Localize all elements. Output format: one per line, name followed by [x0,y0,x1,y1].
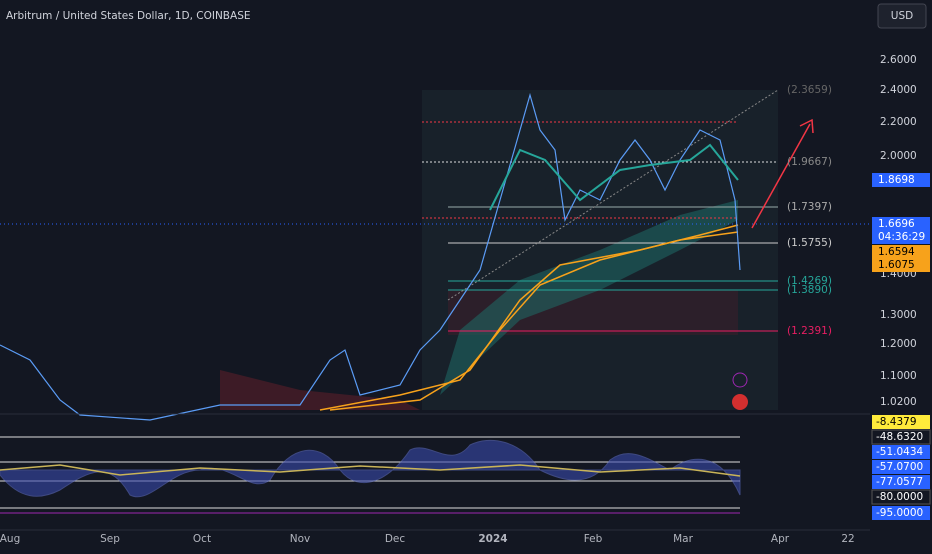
price-tag [872,173,930,187]
price-tag-label: 1.8698 [878,174,915,186]
osc-tag [871,429,931,445]
time-label: Dec [385,533,406,545]
osc-tag [871,489,931,505]
osc-tag-label: -80.0000 [876,491,923,503]
time-label: Oct [193,533,211,545]
ma-line [329,224,739,411]
fib-label: (1.2391) [787,325,832,337]
fib-label: (2.3659) [787,84,832,96]
osc-tag [872,445,930,459]
fib-label: (1.3890) [787,284,832,296]
price-label: 2.6000 [880,54,917,66]
fib-label: (1.9667) [787,156,832,168]
osc-tag-label: -77.0577 [876,476,923,488]
time-label: Feb [584,533,603,545]
time-label: Nov [290,533,311,545]
arrow-head [799,118,814,134]
osc-wave [0,439,741,498]
osc-tag-label: -8.4379 [876,416,917,428]
osc-signal [0,464,741,477]
price-tag [872,217,930,231]
price-tag-label: 04:36:29 [878,231,925,243]
osc-tag [872,415,930,429]
osc-tag [872,460,930,474]
trend-line [447,89,779,301]
price-tag [872,245,930,259]
time-label: Sep [100,533,120,545]
time-label: Apr [771,533,790,545]
price-label: 1.0200 [880,396,917,408]
price-tag-label: 1.6696 [878,218,915,230]
arrow [751,123,811,229]
osc-tag [872,475,930,489]
osc-tag-label: -48.6320 [876,431,923,443]
osc-tag-label: -51.0434 [876,446,924,458]
currency-button[interactable] [877,3,927,29]
price-label: 2.2000 [880,116,917,128]
ema-line [489,143,739,211]
price-label: 1.2000 [880,338,917,350]
fib-label: (1.4269) [787,275,832,287]
event-icon[interactable] [732,394,748,410]
price-label: 1.3000 [880,309,917,321]
price-path [0,92,741,421]
event-icon[interactable] [732,372,748,388]
title: Arbitrum / United States Dollar, 1D, COI… [6,10,251,22]
time-label: Aug [0,533,20,545]
currency: USD [891,10,913,22]
osc-tag-label: -95.0000 [876,507,923,519]
fib-label: (1.5755) [787,237,832,249]
price-label: 2.4000 [880,84,917,96]
price-label: 2.0000 [880,150,917,162]
time-label: 2024 [478,533,507,545]
price-tag [872,258,930,272]
price-tag-label: 1.6594 [878,246,915,258]
band [440,200,738,395]
price-tag [872,230,930,244]
osc-tag-label: -57.0700 [876,461,923,473]
time-label: Mar [673,533,693,545]
price-label: 1.1000 [880,370,917,382]
time-label: 22 [841,533,854,545]
osc-tag [872,506,930,520]
fib-label: (1.7397) [787,201,832,213]
price-tag-label: 1.6075 [878,259,915,271]
